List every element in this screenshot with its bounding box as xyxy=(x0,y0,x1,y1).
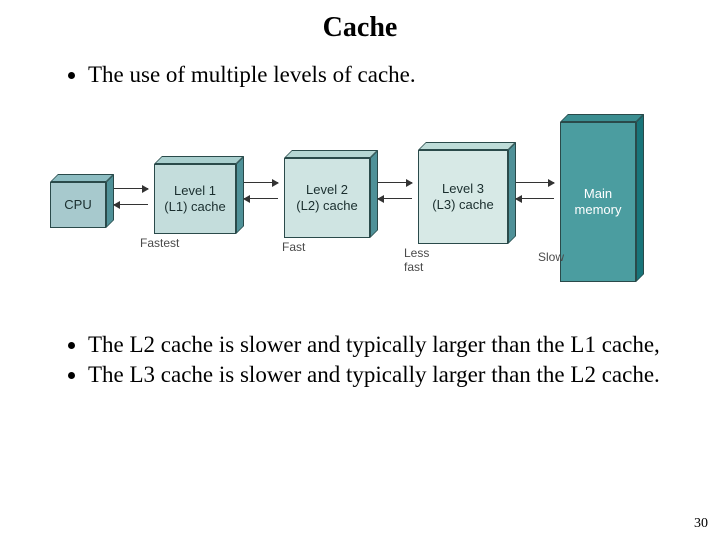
node-label: Mainmemory xyxy=(560,122,636,282)
bullet-item: The L3 cache is slower and typically lar… xyxy=(88,362,720,388)
node-label: Level 3(L3) cache xyxy=(418,150,508,244)
node-l3: Level 3(L3) cache xyxy=(418,142,516,244)
bullet-item: The L2 cache is slower and typically lar… xyxy=(88,332,720,358)
arrow-l2-to-l1 xyxy=(244,198,278,199)
speed-label: Less fast xyxy=(404,246,429,274)
arrow-cpu-to-l1 xyxy=(114,188,148,189)
node-label: Level 1(L1) cache xyxy=(154,164,236,234)
speed-label: Slow xyxy=(538,250,564,264)
arrow-main-to-l3 xyxy=(516,198,554,199)
node-l2: Level 2(L2) cache xyxy=(284,150,378,238)
page-title: Cache xyxy=(0,0,720,44)
arrow-l3-to-main xyxy=(516,182,554,183)
speed-label: Fastest xyxy=(140,236,179,250)
node-label: Level 2(L2) cache xyxy=(284,158,370,238)
node-l1: Level 1(L1) cache xyxy=(154,156,244,234)
arrow-l2-to-l3 xyxy=(378,182,412,183)
node-cpu: CPU xyxy=(50,174,114,228)
page-number: 30 xyxy=(694,516,708,532)
speed-label: Fast xyxy=(282,240,305,254)
bullet-item: The use of multiple levels of cache. xyxy=(88,62,720,88)
top-bullets: The use of multiple levels of cache. xyxy=(48,62,720,88)
arrow-l1-to-cpu xyxy=(114,204,148,205)
arrow-l1-to-l2 xyxy=(244,182,278,183)
node-main: Mainmemory xyxy=(560,114,644,282)
bottom-bullets: The L2 cache is slower and typically lar… xyxy=(48,332,720,388)
arrow-l3-to-l2 xyxy=(378,198,412,199)
cache-diagram: CPU Level 1(L1) cache Level 2(L2) cache Lev… xyxy=(50,114,670,304)
node-label: CPU xyxy=(50,182,106,228)
